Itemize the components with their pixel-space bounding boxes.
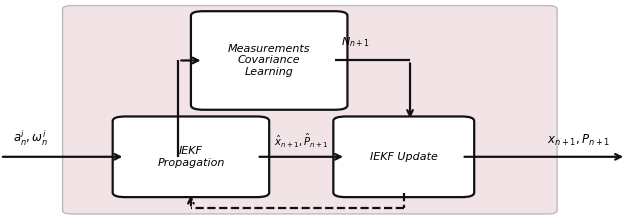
FancyBboxPatch shape <box>191 11 347 110</box>
FancyBboxPatch shape <box>63 6 557 214</box>
Text: $a_n^i, \omega_n^i$: $a_n^i, \omega_n^i$ <box>13 128 48 148</box>
Text: Measurements
Covariance
Learning: Measurements Covariance Learning <box>228 44 310 77</box>
Text: $\hat{x}_{n+1}, \hat{P}_{n+1}$: $\hat{x}_{n+1}, \hat{P}_{n+1}$ <box>274 132 329 150</box>
FancyBboxPatch shape <box>333 116 475 197</box>
Text: IEKF Update: IEKF Update <box>370 152 438 162</box>
Text: $x_{n+1}, P_{n+1}$: $x_{n+1}, P_{n+1}$ <box>547 133 610 148</box>
Text: IEKF
Propagation: IEKF Propagation <box>157 146 225 168</box>
FancyBboxPatch shape <box>113 116 269 197</box>
Text: $N_{n+1}$: $N_{n+1}$ <box>341 35 370 49</box>
